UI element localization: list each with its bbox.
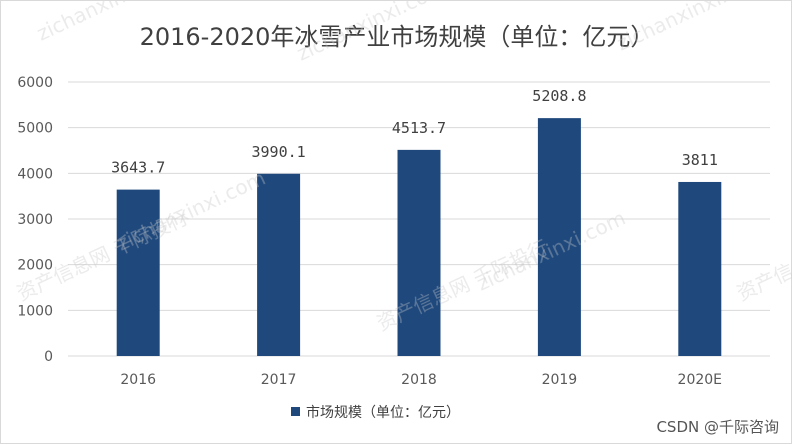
data-labels: 3643.7 3990.1 4513.7 5208.8 3811 [111, 87, 718, 176]
x-tick-label: 2018 [401, 372, 437, 388]
x-tick-label: 2020E [678, 372, 722, 388]
bar [397, 149, 441, 356]
y-tick-label: 1000 [17, 303, 53, 319]
y-tick-label: 4000 [17, 166, 53, 182]
data-label: 4513.7 [392, 119, 446, 137]
y-tick-label: 3000 [17, 212, 53, 228]
watermark-text: zichanxinxi.com [613, 1, 769, 56]
x-axis-ticks: 2016 2017 2018 2019 2020E [120, 372, 722, 388]
bar [116, 189, 160, 356]
y-tick-label: 6000 [17, 75, 53, 91]
bar [257, 173, 301, 356]
y-tick-label: 5000 [17, 121, 53, 137]
legend: 市场规模（单位：亿元） [291, 404, 460, 421]
y-axis-ticks: 0 1000 2000 3000 4000 5000 6000 [17, 75, 53, 365]
x-tick-label: 2019 [542, 372, 578, 388]
data-label: 3990.1 [252, 143, 306, 161]
chart-title: 2016-2020年冰雪产业市场规模（单位：亿元） [140, 23, 655, 51]
watermark-text: 资产信息网 千际投行 [733, 205, 792, 306]
legend-label: 市场规模（单位：亿元） [306, 404, 460, 421]
legend-swatch [291, 407, 300, 416]
bar [678, 181, 722, 356]
data-label: 3811 [682, 151, 718, 169]
credit-text: CSDN @千际咨询 [656, 418, 779, 436]
x-tick-label: 2016 [120, 372, 156, 388]
x-tick-label: 2017 [261, 372, 297, 388]
data-label: 5208.8 [532, 87, 586, 105]
data-label: 3643.7 [111, 159, 165, 177]
bars [116, 118, 722, 356]
bar [537, 118, 581, 356]
y-tick-label: 0 [44, 349, 53, 365]
y-tick-label: 2000 [17, 258, 53, 274]
